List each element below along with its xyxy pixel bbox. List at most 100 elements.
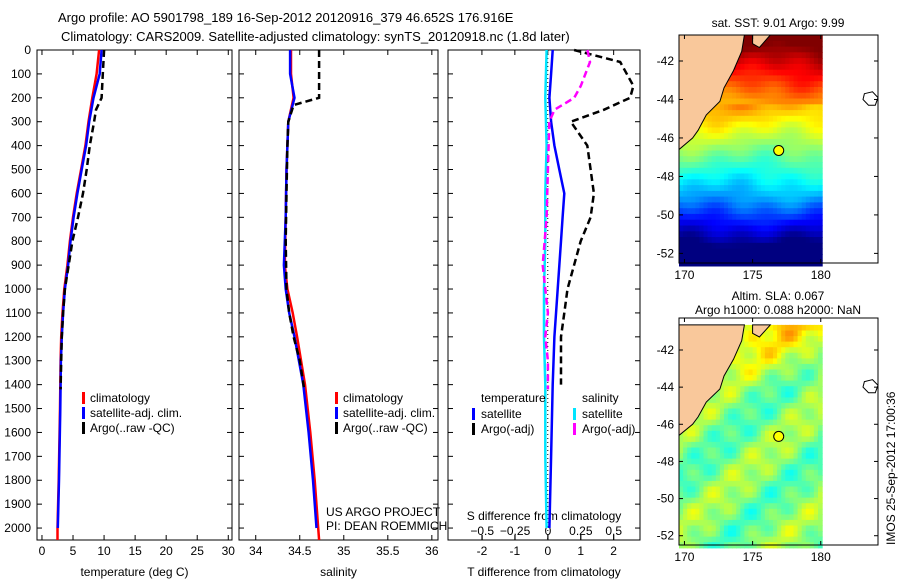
map-cell [683,453,688,460]
map-cell [679,231,684,238]
map-cell [679,248,684,255]
map-cell [805,336,811,343]
map-cell [764,248,770,255]
map-cell [732,497,737,504]
map-cell [744,63,750,71]
map-cell [687,231,692,238]
map-cell [785,464,790,471]
map-cell [805,503,811,510]
map-cell [789,330,795,337]
map-cell [752,115,758,123]
map-cell [785,531,790,538]
map-cell [740,115,745,123]
map-cell [736,150,741,157]
map-cell [764,458,770,465]
map-cell [785,414,790,421]
map-cell [818,179,823,186]
map-cell [764,202,770,209]
map-cell [711,121,717,128]
map-cell [769,531,774,538]
map-cell [703,196,709,203]
map-cell [695,138,701,146]
map-cell [789,480,795,488]
map-cell [797,386,803,393]
map-cell [740,110,745,117]
map-cell [744,167,750,175]
map-cell [781,225,786,232]
map-cell [773,503,778,510]
map-cell [793,514,799,521]
map-cell [703,414,709,421]
x-axis-label: T difference from climatology [467,565,621,579]
map-cell [740,430,745,437]
map-cell [719,464,725,471]
map-cell [760,127,766,134]
map-cell [764,92,770,100]
map-cell [801,324,807,332]
map-cell [781,341,786,348]
map-cell [719,133,725,140]
map-cell [789,98,795,105]
map-cell [809,525,815,532]
map-cell [773,98,778,105]
map-cell [744,190,750,198]
map-cell [793,237,799,244]
map-cell [793,81,799,88]
map-cell [703,447,709,454]
map-cell [818,408,823,415]
map-cell [764,133,770,140]
map-cell [703,453,709,460]
map-cell [764,486,770,493]
map-cell [736,185,741,192]
map-cell [732,380,737,387]
map-cell [777,242,782,250]
title-line-2: Climatology: CARS2009. Satellite-adjuste… [61,29,570,44]
map-cell [740,447,745,454]
map-cell [769,35,774,42]
map-cell [695,503,701,510]
map-cell [736,110,741,117]
map-cell [736,380,741,387]
map-cell [744,408,750,415]
map-cell [805,480,811,488]
map-cell [728,386,733,393]
map-cell [736,219,741,227]
map-cell [744,110,750,117]
map-cell [793,208,799,215]
map-cell [777,363,782,371]
map-cell [805,536,811,543]
map-cell [764,52,770,59]
map-cell [818,208,823,215]
map-cell [683,179,688,186]
map-cell [818,202,823,209]
map-cell [703,464,709,471]
map-cell [760,486,766,493]
map-cell [785,52,790,59]
map-cell [719,480,725,488]
map-cell [748,231,754,238]
map-cell [703,525,709,532]
map-cell [781,464,786,471]
map-cell [748,46,754,53]
map-cell [756,380,762,387]
map-cell [711,167,717,175]
map-cell [711,497,717,504]
map-cell [736,386,741,393]
map-cell [789,486,795,493]
map-cell [732,369,737,376]
map-cell [756,414,762,421]
map-cell [781,127,786,134]
map-cell [769,138,774,146]
map-cell [797,375,803,382]
map-cell [818,503,823,510]
map-cell [777,341,782,348]
map-cell [813,185,819,192]
map-cell [801,525,807,532]
map-cell [724,110,729,117]
map-cell [785,58,790,65]
map-cell [695,514,701,521]
map-cell [797,121,803,128]
map-cell [785,162,790,169]
map-cell [760,369,766,376]
map-cell [748,173,754,180]
